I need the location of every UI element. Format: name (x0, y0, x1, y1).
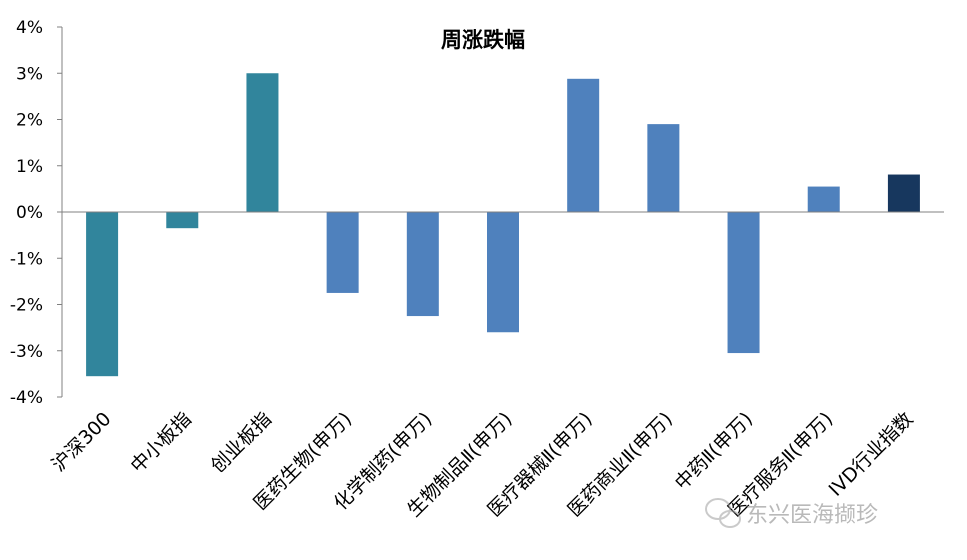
y-axis-ticks: 4% 3% 2% 1% 0% -1% -2% -3% -4% (10, 18, 62, 408)
y-tick-label: -1% (10, 249, 43, 269)
bar (406, 212, 439, 317)
x-tick-label: 中小板指 (127, 408, 196, 477)
watermark: 东兴医海撷珍 (705, 498, 878, 528)
bar (326, 212, 359, 293)
bar (647, 124, 680, 212)
x-tick-label: 创业板指 (207, 408, 276, 477)
bar (807, 186, 840, 212)
x-tick-label: IVD行业指数 (825, 408, 918, 501)
watermark-text: 东兴医海撷珍 (746, 503, 878, 528)
bar (487, 212, 519, 333)
bar (727, 212, 760, 354)
x-tick-label: 沪深300 (48, 408, 116, 476)
y-tick-label: -2% (10, 296, 43, 316)
y-tick-label: 0% (16, 203, 43, 223)
wechat-icon (705, 498, 741, 528)
y-tick-label: -4% (10, 388, 43, 408)
y-tick-label: 1% (16, 157, 43, 177)
y-tick-label: -3% (10, 342, 43, 362)
y-tick-label: 3% (16, 64, 43, 84)
y-tick-label: 2% (16, 111, 43, 131)
chart-title: 周涨跌幅 (441, 28, 525, 52)
bar (166, 212, 199, 229)
x-tick-label: 中药Ⅱ(申万) (671, 408, 757, 494)
y-tick-label: 4% (16, 18, 43, 38)
bars (86, 73, 920, 377)
bar (567, 78, 600, 212)
bar (887, 174, 920, 212)
bar (86, 212, 119, 377)
bar (246, 73, 279, 212)
